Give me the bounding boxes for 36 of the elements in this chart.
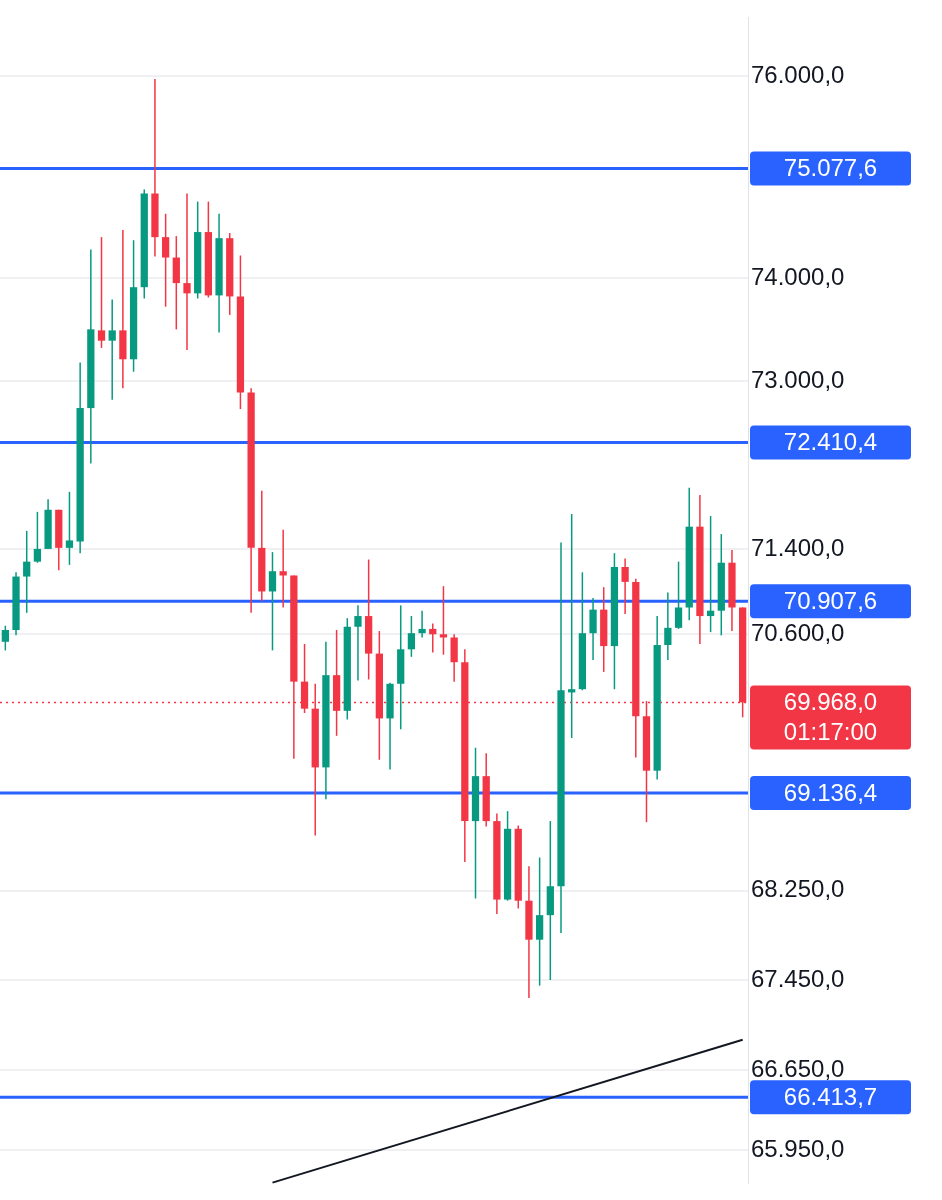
y-tick-label: 76.000,0 — [751, 60, 845, 88]
candlestick — [33, 511, 42, 564]
candlestick — [183, 192, 191, 351]
ref-line-label: 69.136,4 — [783, 778, 878, 806]
candlestick — [1, 624, 9, 652]
y-tick-label: 65.950,0 — [751, 1135, 845, 1162]
candlestick — [429, 622, 437, 654]
ref-line-label: 70.907,6 — [783, 586, 878, 614]
candlestick — [706, 515, 715, 633]
y-tick-label: 70.600,0 — [751, 618, 845, 646]
candlestick — [418, 609, 426, 639]
text: 01:17:00 — [783, 718, 878, 746]
ref-line-label: 66.413,7 — [783, 1082, 878, 1110]
candlestick — [108, 298, 116, 401]
y-tick-label: 73.000,0 — [751, 365, 845, 393]
candlestick — [674, 560, 683, 630]
candlestick — [664, 591, 672, 661]
candlestick — [268, 551, 277, 652]
y-tick-label: 71.400,0 — [751, 533, 845, 561]
candlestick — [621, 557, 629, 615]
y-tick-label: 74.000,0 — [751, 262, 845, 290]
ref-line-label: 72.410,4 — [783, 428, 878, 456]
candlestick — [589, 597, 597, 661]
candlestick — [162, 213, 170, 308]
y-tick-label: 68.250,0 — [751, 875, 845, 903]
candlestick — [407, 615, 416, 658]
candlestick — [65, 491, 74, 566]
candlestick — [97, 236, 106, 349]
ref-line-label: 69.968,0 — [783, 688, 878, 716]
y-tick-label: 66.650,0 — [751, 1055, 845, 1083]
candlestick — [23, 530, 31, 614]
candlestick — [354, 604, 362, 682]
y-tick-label: 67.450,0 — [751, 964, 845, 992]
candlestick — [279, 529, 287, 609]
ref-line-label: 75.077,6 — [783, 154, 878, 182]
candlestick — [439, 585, 448, 656]
